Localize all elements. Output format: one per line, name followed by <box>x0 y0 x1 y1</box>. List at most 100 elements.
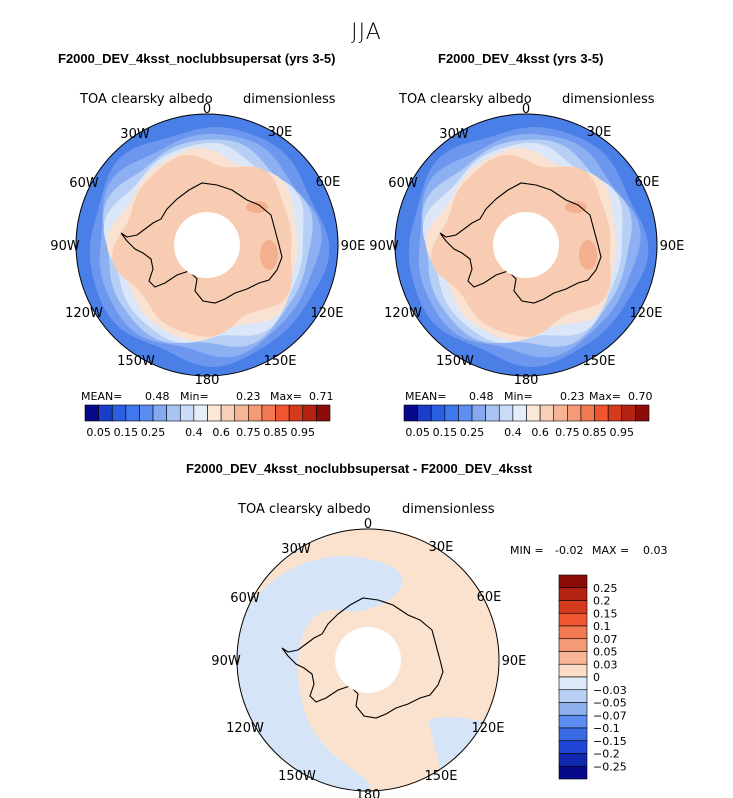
colorbar-tick-label: 0.03 <box>593 658 618 671</box>
panel3-polar-map: 0 30E 60E 90E 120E 150E 180 150W 120W 90W 60W 30W <box>211 517 526 798</box>
colorbar-tick-label: −0.1 <box>593 722 620 735</box>
longitude-label-90W: 90W <box>369 239 399 254</box>
colorbar-tick-label: 0.95 <box>291 426 316 439</box>
longitude-label-90E: 90E <box>341 239 366 254</box>
panel3-variable-label: TOA clearsky albedo <box>238 502 371 517</box>
panel3-title: F2000_DEV_4ksst_noclubbsupersat - F2000_… <box>186 461 533 476</box>
panel2-variable-label: TOA clearsky albedo <box>399 92 532 107</box>
colorbar-swatch <box>558 651 588 665</box>
pole-hole <box>493 212 559 278</box>
colorbar-tick-label: 0.15 <box>433 426 458 439</box>
colorbar-swatch <box>193 404 208 422</box>
colorbar-swatch <box>558 676 588 691</box>
longitude-label-60W: 60W <box>388 176 418 191</box>
longitude-label-0: 0 <box>203 102 211 117</box>
longitude-label-30E: 30E <box>429 540 454 555</box>
season-title: JJA <box>351 20 382 45</box>
longitude-label-120W: 120W <box>65 306 103 321</box>
panel3-min-value: -0.02 <box>555 544 584 557</box>
colorbar-swatch <box>111 404 127 422</box>
longitude-label-60E: 60E <box>635 175 660 190</box>
field-patch <box>237 556 403 791</box>
colorbar-tick-label: 0.75 <box>236 426 261 439</box>
colorbar-swatch <box>558 638 588 652</box>
panel1-variable-label: TOA clearsky albedo <box>80 92 213 107</box>
colorbar-swatch <box>526 404 541 422</box>
colorbar-swatch <box>567 404 582 422</box>
colorbar-tick-label: 0.2 <box>593 595 611 608</box>
field-patch <box>579 240 597 270</box>
colorbar-swatch <box>430 404 446 422</box>
longitude-label-120W: 120W <box>384 306 422 321</box>
panel3-units-label: dimensionless <box>402 502 495 517</box>
colorbar-swatch <box>558 702 588 716</box>
pole-hole <box>335 627 401 693</box>
colorbar-swatch <box>417 404 432 422</box>
colorbar-swatch <box>558 574 588 589</box>
colorbar-tick-label: −0.15 <box>593 735 627 748</box>
colorbar-tick-label: 0.85 <box>582 426 607 439</box>
panel1-mean-label: MEAN= <box>81 390 123 403</box>
colorbar-swatch <box>275 404 290 422</box>
colorbar-swatch <box>152 404 167 422</box>
panel3-max-value: 0.03 <box>643 544 668 557</box>
map-border <box>394 113 658 377</box>
longitude-label-150W: 150W <box>278 769 316 784</box>
longitude-label-30W: 30W <box>439 127 469 142</box>
colorbar-swatch <box>558 663 588 678</box>
map-border <box>236 528 500 792</box>
longitude-label-180: 180 <box>195 373 220 388</box>
colorbar-tick-label: 0.15 <box>114 426 139 439</box>
colorbar-swatch <box>635 404 650 422</box>
longitude-label-60W: 60W <box>69 176 99 191</box>
colorbar-swatch <box>458 404 473 422</box>
colorbar-swatch <box>248 404 263 422</box>
longitude-label-60W: 60W <box>230 591 260 606</box>
longitude-label-120E: 120E <box>310 306 343 321</box>
colorbar-swatch <box>166 404 181 422</box>
coastline <box>281 597 444 719</box>
longitude-label-120E: 120E <box>629 306 662 321</box>
longitude-label-150W: 150W <box>436 354 474 369</box>
field-patch <box>565 201 587 213</box>
colorbar-swatch <box>125 404 140 422</box>
colorbar-swatch <box>558 600 588 614</box>
longitude-label-90E: 90E <box>660 239 685 254</box>
colorbar-swatch <box>558 753 588 767</box>
panel1-title: F2000_DEV_4ksst_noclubbsupersat (yrs 3-5… <box>58 51 336 66</box>
longitude-label-0: 0 <box>364 517 372 532</box>
panel1-max-label: Max= <box>270 390 302 403</box>
colorbar-swatch <box>84 404 99 422</box>
colorbar-swatch <box>234 404 249 422</box>
panel2-max-value: 0.70 <box>628 390 653 403</box>
panel3-colorbar: 0.250.20.150.10.070.050.030−0.03−0.05−0.… <box>558 574 627 780</box>
colorbar-tick-label: 0.75 <box>555 426 580 439</box>
longitude-label-150E: 150E <box>263 354 296 369</box>
longitude-label-180: 180 <box>514 373 539 388</box>
colorbar-swatch <box>498 404 514 422</box>
colorbar-swatch <box>558 727 588 742</box>
panel1-field <box>76 114 338 376</box>
coastline <box>120 182 283 304</box>
colorbar-tick-label: 0.15 <box>593 607 618 620</box>
panel1-polar-map: 0 30E 60E 90E 120E 150E 180 150W 120W 90W 60W 30W <box>50 102 365 388</box>
panel1-min-label: Min= <box>180 390 209 403</box>
longitude-label-60E: 60E <box>316 175 341 190</box>
colorbar-swatch <box>485 404 500 422</box>
panel1-colorbar: 0.05 0.15 0.25 0.4 0.6 0.75 0.85 0.95 <box>84 404 331 439</box>
colorbar-swatch <box>558 612 588 627</box>
colorbar-swatch <box>553 404 568 422</box>
colorbar-swatch <box>403 404 418 422</box>
colorbar-swatch <box>261 404 276 422</box>
colorbar-swatch <box>558 714 588 729</box>
longitude-label-120W: 120W <box>226 721 264 736</box>
colorbar-swatch <box>558 689 588 703</box>
coastline <box>439 182 602 304</box>
longitude-label-90W: 90W <box>211 654 241 669</box>
colorbar-swatch <box>98 404 113 422</box>
panel2-min-value: 0.23 <box>560 390 585 403</box>
longitude-label-30W: 30W <box>120 127 150 142</box>
longitude-label-30W: 30W <box>281 542 311 557</box>
panel3-max-label: MAX = <box>592 544 630 557</box>
